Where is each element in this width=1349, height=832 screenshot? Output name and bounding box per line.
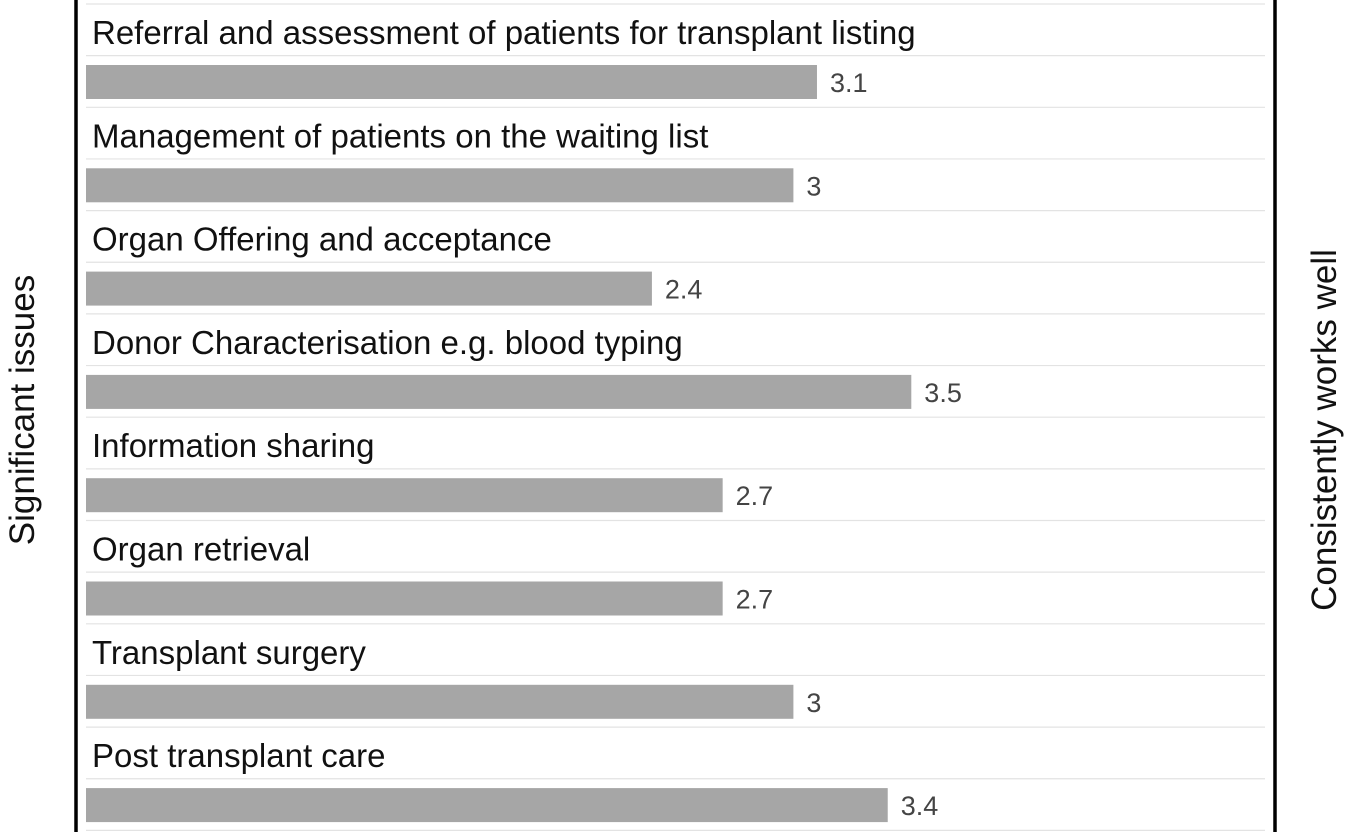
bar [86,478,723,513]
right-axis-label: Consistently works well [1305,249,1344,611]
bar [86,374,912,409]
bar [86,684,794,719]
bar [86,581,723,616]
value-label: 3.4 [901,791,939,821]
value-label: 3.1 [830,68,868,98]
bar [86,65,817,99]
bar-rows: Referral and assessment of patients for … [86,14,962,823]
bar-row: Transplant surgery 3 [86,634,821,719]
bar-row: Information sharing 2.7 [86,427,774,513]
value-label: 2.7 [736,585,774,615]
category-label: Donor Characterisation e.g. blood typing [92,324,683,361]
bar [86,168,794,203]
category-label: Management of patients on the waiting li… [92,117,708,154]
value-label: 2.4 [665,275,703,305]
value-label: 2.7 [736,481,774,511]
category-label: Referral and assessment of patients for … [92,14,916,51]
category-label: Information sharing [92,427,374,464]
category-label: Organ Offering and acceptance [92,221,552,258]
bar-row: Organ Offering and acceptance 2.4 [86,221,702,306]
category-label: Post transplant care [92,737,386,774]
bar-row: Organ retrieval 2.7 [86,531,773,616]
bar-row: Referral and assessment of patients for … [86,14,916,99]
value-label: 3 [806,171,821,201]
value-label: 3 [806,688,821,718]
category-label: Organ retrieval [92,531,310,568]
gridlines [86,3,1265,832]
category-label: Transplant surgery [92,634,366,671]
bar-row: Management of patients on the waiting li… [86,117,821,203]
bar-row: Post transplant care 3.4 [86,737,939,823]
value-label: 3.5 [924,378,962,408]
left-axis-label: Significant issues [3,275,42,545]
bar [86,271,652,306]
bar-row: Donor Characterisation e.g. blood typing… [86,324,962,409]
bar [86,788,888,823]
